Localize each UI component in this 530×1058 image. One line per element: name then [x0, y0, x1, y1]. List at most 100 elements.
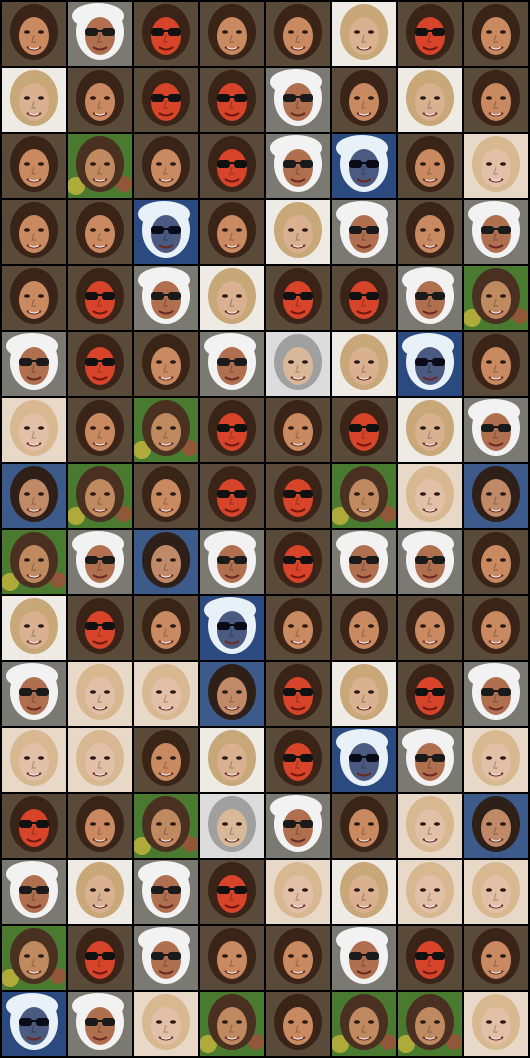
face-image — [266, 728, 330, 792]
face-image — [2, 530, 66, 594]
face-thumbnail — [398, 860, 462, 924]
face-thumbnail — [332, 926, 396, 990]
face-thumbnail — [266, 596, 330, 660]
face-image — [200, 464, 264, 528]
face-image — [266, 860, 330, 924]
face-thumbnail — [200, 2, 264, 66]
face-image — [266, 398, 330, 462]
face-thumbnail — [464, 860, 528, 924]
face-image — [134, 266, 198, 330]
face-image — [200, 794, 264, 858]
face-thumbnail — [2, 794, 66, 858]
face-thumbnail — [134, 68, 198, 132]
face-image — [134, 596, 198, 660]
face-thumbnail — [398, 926, 462, 990]
face-thumbnail — [464, 728, 528, 792]
face-image — [134, 728, 198, 792]
face-thumbnail — [134, 662, 198, 726]
face-image — [2, 464, 66, 528]
face-image — [2, 728, 66, 792]
face-image — [2, 134, 66, 198]
face-image — [464, 992, 528, 1056]
face-thumbnail — [68, 662, 132, 726]
face-image — [464, 332, 528, 396]
face-thumbnail — [332, 530, 396, 594]
face-image — [200, 728, 264, 792]
face-thumbnail — [200, 68, 264, 132]
face-image — [134, 794, 198, 858]
face-thumbnail — [134, 794, 198, 858]
face-image — [464, 860, 528, 924]
face-image — [134, 464, 198, 528]
face-image — [68, 398, 132, 462]
face-thumbnail — [2, 530, 66, 594]
face-image — [464, 200, 528, 264]
face-thumbnail — [68, 992, 132, 1056]
face-image — [464, 68, 528, 132]
face-image — [464, 596, 528, 660]
face-image — [68, 662, 132, 726]
face-image — [2, 398, 66, 462]
face-thumbnail — [266, 860, 330, 924]
face-image — [398, 398, 462, 462]
face-thumbnail — [68, 926, 132, 990]
face-thumbnail — [2, 398, 66, 462]
face-thumbnail — [134, 2, 198, 66]
face-image — [200, 530, 264, 594]
face-thumbnail — [266, 794, 330, 858]
face-thumbnail — [2, 464, 66, 528]
face-image — [464, 464, 528, 528]
face-thumbnail — [464, 200, 528, 264]
face-thumbnail — [266, 530, 330, 594]
face-image — [68, 332, 132, 396]
face-image — [464, 266, 528, 330]
face-image — [68, 926, 132, 990]
face-image — [332, 596, 396, 660]
face-image — [332, 530, 396, 594]
face-thumbnail — [200, 398, 264, 462]
face-image — [266, 794, 330, 858]
face-image — [200, 332, 264, 396]
face-thumbnail — [398, 596, 462, 660]
face-image — [68, 266, 132, 330]
face-thumbnail — [68, 398, 132, 462]
face-thumbnail — [266, 926, 330, 990]
face-thumbnail — [68, 860, 132, 924]
face-image — [134, 398, 198, 462]
face-thumbnail — [2, 200, 66, 264]
face-thumbnail — [398, 728, 462, 792]
face-thumbnail — [2, 860, 66, 924]
face-thumbnail — [266, 68, 330, 132]
face-thumbnail — [464, 464, 528, 528]
face-thumbnail — [464, 530, 528, 594]
face-image — [200, 134, 264, 198]
face-image — [266, 464, 330, 528]
face-image — [266, 926, 330, 990]
face-image — [2, 926, 66, 990]
face-thumbnail — [68, 2, 132, 66]
face-thumbnail — [398, 332, 462, 396]
face-thumbnail — [200, 992, 264, 1056]
face-thumbnail — [266, 992, 330, 1056]
face-image — [398, 992, 462, 1056]
face-image — [200, 992, 264, 1056]
face-image — [2, 332, 66, 396]
face-image — [464, 662, 528, 726]
face-image — [464, 794, 528, 858]
face-image — [266, 530, 330, 594]
face-image — [398, 464, 462, 528]
face-thumbnail — [2, 266, 66, 330]
face-thumbnail — [464, 794, 528, 858]
face-thumbnail — [134, 200, 198, 264]
face-image — [200, 398, 264, 462]
face-image — [68, 200, 132, 264]
face-thumbnail — [266, 398, 330, 462]
face-image — [134, 860, 198, 924]
face-image — [332, 2, 396, 66]
face-thumbnail — [68, 332, 132, 396]
face-image — [200, 596, 264, 660]
face-thumbnail — [2, 596, 66, 660]
face-image — [134, 134, 198, 198]
face-thumbnail — [68, 134, 132, 198]
face-thumbnail — [332, 134, 396, 198]
